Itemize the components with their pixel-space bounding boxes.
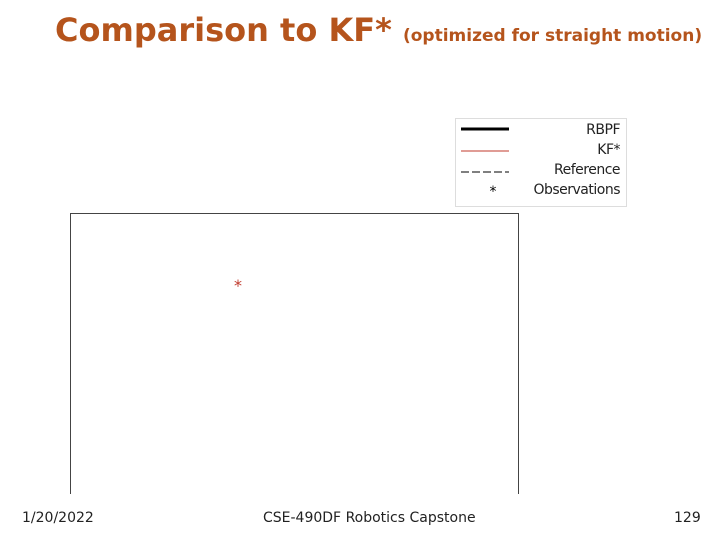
observation-marker: * (490, 184, 497, 200)
footer-course: CSE-490DF Robotics Capstone (263, 510, 476, 526)
legend-symbols: * (461, 127, 509, 200)
plot-area: * (70, 213, 519, 494)
legend-label: KF* (597, 142, 620, 158)
footer-date: 1/20/2022 (22, 510, 94, 526)
legend-label: Observations (533, 182, 620, 198)
plot-marker: * (234, 276, 242, 295)
legend-label: RBPF (586, 122, 620, 138)
slide-title: Comparison to KF* (optimized for straigh… (55, 12, 705, 54)
title: Comparison to KF* (55, 11, 392, 49)
legend: * RBPF KF* Reference Observations (455, 118, 627, 207)
subtitle: (optimized for straight motion) (402, 26, 703, 46)
page-number: 129 (674, 510, 701, 526)
legend-label: Reference (554, 162, 621, 178)
